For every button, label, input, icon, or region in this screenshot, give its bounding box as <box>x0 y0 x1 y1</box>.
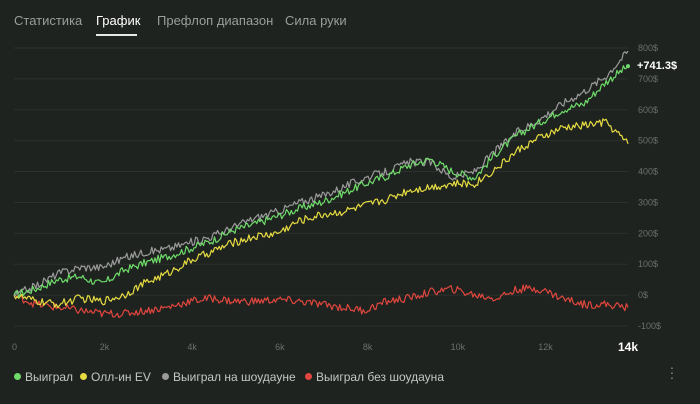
legend-item-won-showdown[interactable]: Выиграл на шоудауне <box>162 370 296 384</box>
tab-statistics[interactable]: Статистика <box>14 13 83 28</box>
y-tick-label: 700$ <box>638 74 658 84</box>
chart-annotations: +741.3$ <box>626 60 677 72</box>
legend-label: Олл-ин EV <box>91 370 151 384</box>
legend-dot <box>80 373 87 380</box>
y-axis: 800$ 700$ 600$ 500$ 400$ 300$ 200$ 100$ 0$ -100$ <box>638 43 661 331</box>
series-line <box>13 118 629 309</box>
tab-preflop-range[interactable]: Префлоп диапазон <box>157 13 274 28</box>
y-tick-label: 0$ <box>638 290 648 300</box>
y-tick-label: 400$ <box>638 167 658 177</box>
x-tick-label: 12k <box>538 342 553 352</box>
x-tick-label: 10k <box>451 342 466 352</box>
chart-grid <box>14 47 628 327</box>
final-point-marker <box>626 64 630 69</box>
active-tab-indicator <box>96 34 137 36</box>
x-tick-label: 6k <box>275 342 285 352</box>
x-tick-label: 2k <box>100 342 110 352</box>
legend-item-allin-ev[interactable]: Олл-ин EV <box>80 370 151 384</box>
legend-item-won-no-showdown[interactable]: Выиграл без шоудауна <box>305 370 444 384</box>
x-tick-label: 0 <box>12 342 17 352</box>
y-tick-label: 500$ <box>638 136 658 146</box>
y-tick-label: 300$ <box>638 197 658 207</box>
chart-legend: Выиграл Олл-ин EV Выиграл на шоудауне Вы… <box>0 366 700 388</box>
legend-label: Выиграл на шоудауне <box>173 370 296 384</box>
y-tick-label: 800$ <box>638 43 658 53</box>
series-line <box>13 284 629 319</box>
y-tick-label: 600$ <box>638 105 658 115</box>
legend-item-won[interactable]: Выиграл <box>14 370 73 384</box>
profit-chart: 800$700$600$500$400$300$200$100$0$-100$ … <box>12 43 677 354</box>
final-value-label: +741.3$ <box>637 60 677 72</box>
legend-dot <box>162 373 169 380</box>
y-tick-label: 100$ <box>638 259 658 269</box>
y-tick-label: 200$ <box>638 228 658 238</box>
x-max-label: 14k <box>618 340 638 354</box>
vertical-ellipsis-icon[interactable]: · · · <box>669 359 675 385</box>
x-tick-label: 4k <box>187 342 197 352</box>
chart-series <box>13 50 629 319</box>
series-line <box>13 50 629 297</box>
legend-dot <box>14 373 21 380</box>
y-tick-label: -100$ <box>638 321 661 331</box>
x-tick-label: 8k <box>363 342 373 352</box>
tab-bar: Статистика График Префлоп диапазон Сила … <box>0 0 700 40</box>
legend-dot <box>305 373 312 380</box>
legend-label: Выиграл <box>25 370 74 384</box>
legend-label: Выиграл без шоудауна <box>316 370 444 384</box>
x-axis: 0 2k 4k 6k 8k 10k 12k 14k <box>12 340 638 354</box>
tab-graph[interactable]: График <box>96 13 141 28</box>
series-line <box>13 65 629 298</box>
tab-hand-strength[interactable]: Сила руки <box>285 13 347 28</box>
